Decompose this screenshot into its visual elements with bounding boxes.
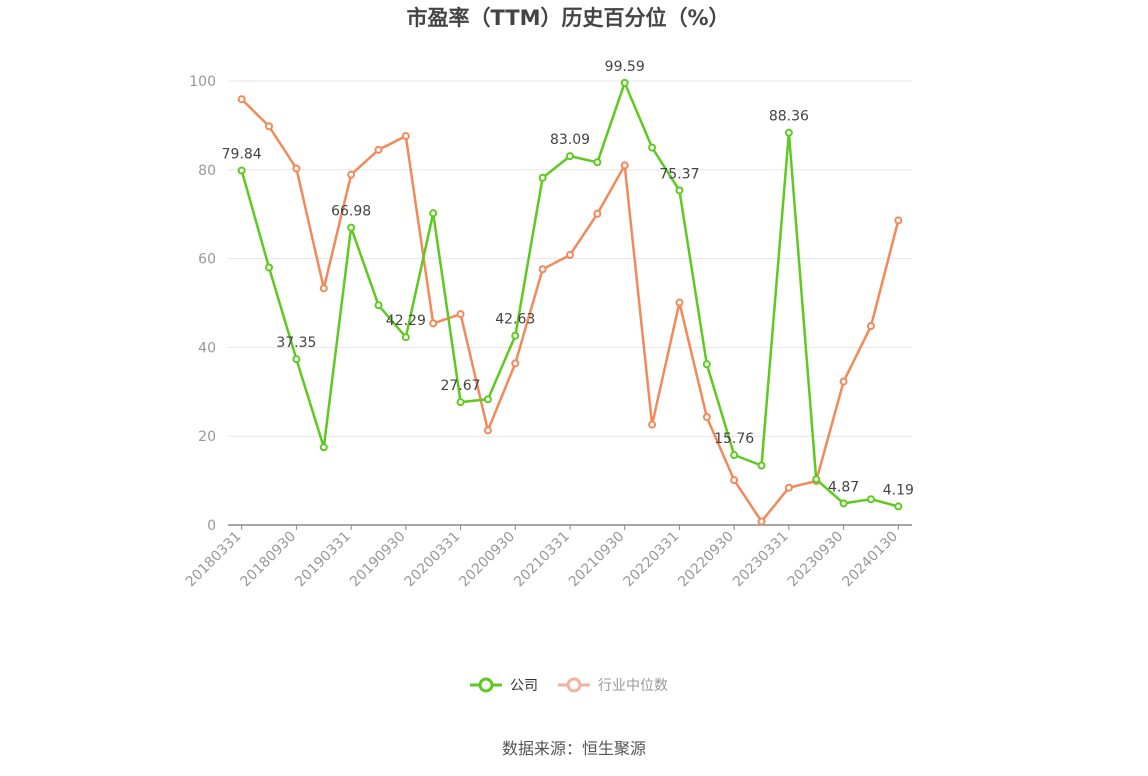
data-label: 88.36 [769,109,809,125]
data-point [319,443,328,452]
data-point [319,284,328,293]
legend-item-company[interactable]: 公司 [470,677,538,694]
data-point [866,495,875,504]
data-label: 66.98 [331,204,371,220]
data-point [593,158,602,167]
x-tick-label: 20230930 [785,529,847,591]
legend-company-marker [478,677,494,693]
x-tick-label: 20190331 [292,529,354,591]
data-point [456,398,465,407]
data-point [730,476,739,485]
data-point [538,173,547,182]
y-tick-label: 0 [207,518,216,534]
data-label-layer: 79.84 37.35 66.98 42.29 27.67 42.63 83.09 99.59… [222,59,914,499]
x-tick-label: 20210930 [566,529,628,591]
data-label: 83.09 [550,132,590,148]
data-point [429,209,438,218]
data-point [566,251,574,260]
data-point [675,186,684,195]
y-tick-label: 40 [198,340,216,356]
data-point [511,331,520,340]
axis-layer: 0 20 40 60 80 100 2018033120180930201903312019… [183,74,912,590]
data-point [894,216,903,225]
x-tick-label: 20240130 [839,529,901,591]
data-point [566,152,574,161]
data-point [730,451,739,460]
data-label: 15.76 [714,431,754,447]
data-point [483,395,492,404]
data-label: 27.67 [441,378,481,394]
data-point [374,301,383,310]
data-point [347,170,356,179]
data-point [511,359,520,368]
data-label: 75.37 [659,166,699,182]
x-tick-label: 20180930 [238,529,300,591]
data-point [292,164,301,173]
y-tick-label: 20 [198,429,216,445]
y-tick-label: 60 [198,252,216,268]
x-tick-label: 20200331 [402,529,464,591]
series-layer [237,78,903,526]
x-tick-label: 20180331 [183,529,245,591]
legend-company-label: 公司 [510,678,538,694]
data-point [483,426,492,435]
data-point [757,517,766,526]
legend-industry-marker [566,677,582,693]
data-point [620,161,629,170]
data-point [429,319,438,328]
data-label: 4.19 [883,482,914,498]
data-point [292,355,301,364]
data-point [538,265,547,274]
data-point [265,263,274,272]
x-tick-label: 20230331 [730,529,792,591]
data-label: 4.87 [828,479,859,495]
data-point [648,420,657,429]
data-point [456,310,465,319]
x-tick-label: 20190930 [347,529,409,591]
data-point [784,128,793,137]
chart-title: 市盈率（TTM）历史百分位（%） [406,6,729,30]
x-tick-label: 20200930 [456,529,518,591]
data-point [593,209,602,218]
data-point [401,333,410,342]
data-label: 79.84 [222,147,262,163]
data-label: 37.35 [276,335,316,351]
data-point [237,166,246,175]
data-point [839,499,848,508]
legend-item-industry[interactable]: 行业中位数 [558,677,668,694]
y-tick-label: 80 [198,163,216,179]
data-point [812,475,821,484]
data-label: 99.59 [605,59,645,75]
data-point [894,502,903,511]
data-point [702,360,711,369]
data-point [265,122,274,131]
x-tick-label: 20220331 [621,529,683,591]
data-point [702,413,711,422]
legend: 公司 行业中位数 [470,677,668,694]
data-label: 42.29 [386,313,426,329]
data-point [620,78,629,87]
data-point [784,483,793,492]
data-label: 42.63 [495,312,535,328]
x-tick-label: 20210331 [511,529,573,591]
data-source: 数据来源：恒生聚源 [502,739,646,758]
legend-industry-label: 行业中位数 [598,678,668,694]
data-point [648,143,657,152]
data-point [675,298,684,307]
data-point [757,461,766,470]
data-point [347,223,356,232]
data-point [237,95,246,104]
data-point [374,145,383,154]
data-point [401,132,410,141]
data-point [866,322,875,331]
data-point [839,377,848,386]
x-tick-label: 20220930 [675,529,737,591]
y-tick-label: 100 [189,74,216,90]
